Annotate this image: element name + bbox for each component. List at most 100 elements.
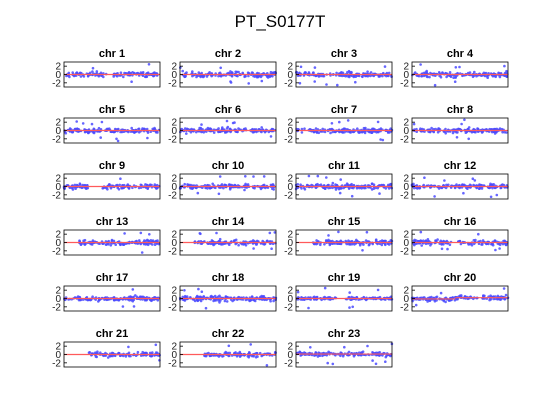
data-point [503, 298, 507, 301]
data-point [145, 351, 148, 355]
panel-title: chr 14 [212, 216, 245, 228]
data-point [336, 83, 339, 87]
data-point [151, 243, 154, 246]
data-point [218, 130, 222, 134]
y-tick-label: 2 [55, 118, 61, 129]
data-point [327, 183, 330, 187]
data-point [94, 355, 98, 358]
data-point [122, 183, 126, 187]
data-point [87, 351, 91, 355]
data-point [200, 290, 204, 294]
data-point [146, 239, 150, 242]
data-point [231, 299, 234, 303]
y-tick-label: 0 [171, 182, 177, 193]
data-point [302, 186, 306, 190]
data-point [378, 192, 381, 195]
data-point [383, 65, 387, 68]
data-points [411, 230, 509, 252]
data-point [75, 71, 79, 74]
panel-title: chr 12 [444, 160, 476, 172]
data-point [257, 75, 260, 79]
data-point [128, 299, 131, 302]
y-tick-label: 2 [403, 118, 409, 129]
y-tick-label: -2 [400, 190, 409, 201]
data-point [313, 80, 317, 83]
data-point [265, 364, 269, 367]
data-point [197, 287, 200, 291]
data-point [214, 299, 218, 302]
chromosome-panel: chr 1 20-2 [52, 48, 161, 89]
data-point [420, 244, 424, 247]
data-point [230, 71, 234, 74]
y-tick-label: 2 [287, 342, 293, 353]
data-point [352, 74, 356, 78]
y-tick-label: 0 [55, 294, 61, 305]
data-point [183, 127, 187, 130]
panel-title: chr 4 [447, 48, 474, 60]
data-point [222, 354, 225, 358]
y-tick-label: 2 [287, 118, 293, 129]
data-point [489, 195, 493, 199]
data-point [130, 126, 133, 130]
data-point [146, 136, 149, 140]
y-tick-label: 2 [171, 174, 177, 185]
y-tick-label: -2 [400, 134, 409, 145]
data-point [303, 127, 306, 130]
data-point [225, 300, 229, 303]
y-tick-label: 0 [55, 126, 61, 137]
data-point [300, 131, 304, 134]
data-point [331, 362, 335, 366]
y-tick-label: 2 [403, 230, 409, 241]
data-point [335, 71, 338, 75]
data-point [235, 70, 239, 74]
data-point [505, 69, 508, 73]
data-point [218, 71, 222, 75]
data-point [434, 127, 438, 131]
y-tick-label: -2 [284, 358, 293, 369]
data-point [351, 130, 355, 134]
y-tick-label: 0 [287, 238, 293, 249]
y-tick-label: 0 [403, 294, 409, 305]
data-point [191, 70, 194, 73]
data-point [427, 130, 431, 134]
data-point [364, 186, 367, 190]
data-point [505, 75, 509, 78]
data-point [144, 183, 147, 186]
y-tick-label: 0 [287, 126, 293, 137]
data-point [371, 359, 374, 362]
data-point [156, 299, 160, 302]
data-point [189, 187, 192, 190]
data-point [368, 243, 371, 246]
panel-title: chr 18 [212, 272, 244, 284]
y-tick-label: -2 [52, 302, 61, 313]
data-point [206, 183, 210, 187]
data-point [247, 82, 250, 85]
data-point [220, 127, 224, 131]
data-point [366, 70, 369, 73]
data-point [106, 356, 110, 359]
data-point [425, 69, 429, 73]
data-point [460, 122, 463, 126]
data-point [91, 66, 95, 70]
data-point [146, 71, 150, 74]
y-tick-label: -2 [52, 78, 61, 89]
data-point [97, 300, 100, 303]
y-tick-label: 2 [403, 174, 409, 185]
chromosome-panel: chr 9 20-2 [52, 160, 161, 201]
data-point [502, 287, 506, 290]
data-point [415, 127, 418, 131]
data-point [247, 74, 250, 78]
data-point [139, 231, 143, 235]
data-point [429, 244, 432, 247]
chromosome-panel: chr 23 20-2 [284, 328, 394, 369]
data-point [233, 121, 236, 124]
data-point [266, 239, 269, 243]
data-point [91, 130, 95, 134]
data-point [80, 71, 83, 75]
y-tick-label: 2 [55, 230, 61, 241]
data-point [113, 127, 117, 131]
y-tick-label: -2 [168, 78, 177, 89]
data-point [106, 188, 109, 191]
y-tick-label: 0 [287, 70, 293, 81]
